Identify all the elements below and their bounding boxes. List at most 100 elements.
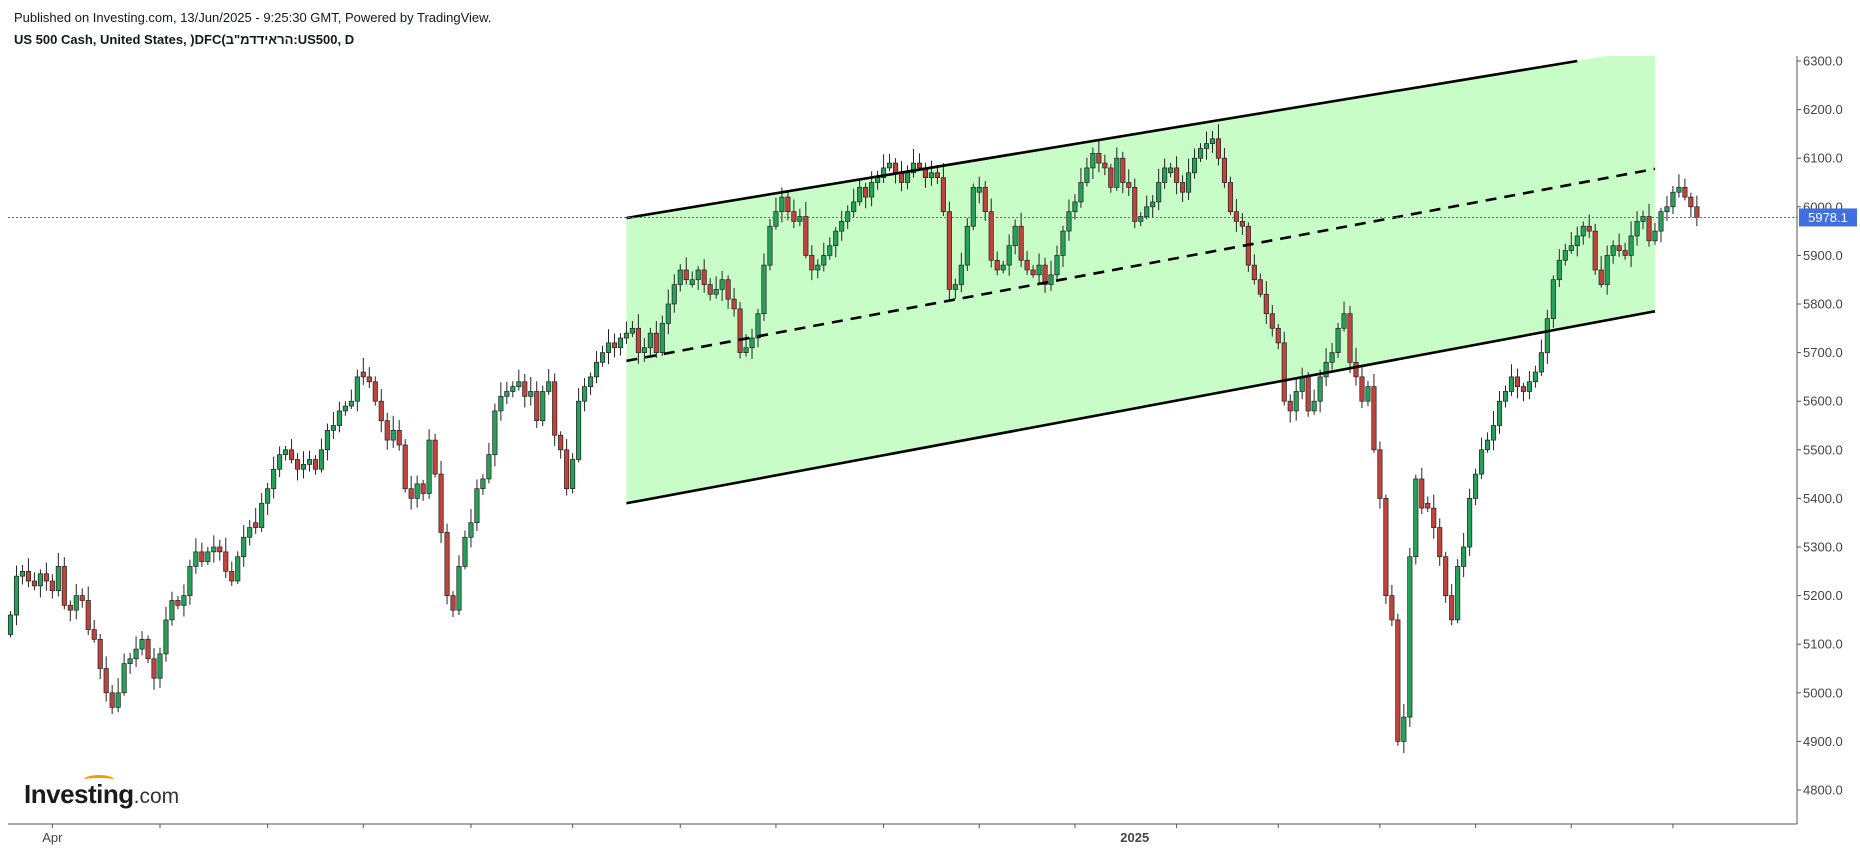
candle-body-down bbox=[199, 551, 205, 562]
candle-body-up bbox=[629, 327, 635, 334]
candle-body-down bbox=[1646, 216, 1652, 242]
candle bbox=[1180, 175, 1186, 202]
candle bbox=[300, 451, 307, 479]
candle bbox=[444, 523, 450, 605]
y-tick-label: 5700.0 bbox=[1803, 345, 1843, 360]
candle-body-down bbox=[289, 449, 295, 460]
candle-body-down bbox=[360, 371, 366, 378]
candle bbox=[1359, 366, 1365, 409]
candle-body-up bbox=[1502, 391, 1509, 402]
candle bbox=[1574, 226, 1580, 257]
candle-body-up bbox=[588, 376, 594, 387]
candle-body-up bbox=[1568, 245, 1574, 251]
candle-body-down bbox=[450, 595, 456, 611]
candle-body-up bbox=[354, 376, 360, 402]
candle bbox=[1269, 304, 1275, 337]
candle bbox=[1060, 225, 1066, 268]
candle bbox=[1263, 281, 1269, 324]
candle bbox=[1132, 178, 1138, 229]
candle bbox=[1562, 243, 1568, 266]
candle bbox=[1628, 221, 1634, 268]
candle bbox=[25, 558, 31, 588]
candle bbox=[1054, 245, 1060, 280]
y-tick-label: 5000.0 bbox=[1803, 685, 1843, 700]
candle-body-up bbox=[970, 187, 976, 227]
candle bbox=[629, 321, 635, 338]
candle-body-down bbox=[534, 391, 540, 421]
logo-smile-mark bbox=[84, 775, 114, 784]
candle-body-up bbox=[1676, 187, 1682, 193]
candle-body-up bbox=[1580, 225, 1586, 237]
candle-body-down bbox=[892, 162, 899, 174]
candle bbox=[163, 606, 169, 662]
candle-body-up bbox=[1538, 352, 1544, 373]
candle bbox=[1616, 233, 1622, 257]
candle-body-down bbox=[43, 573, 49, 582]
candle-body-up bbox=[689, 279, 695, 285]
candle-body-down bbox=[378, 400, 384, 421]
candle bbox=[665, 289, 671, 335]
candle bbox=[199, 542, 205, 567]
candle bbox=[641, 338, 647, 362]
candle bbox=[857, 178, 863, 206]
candle bbox=[187, 559, 193, 605]
candle-body-up bbox=[13, 575, 20, 616]
candle bbox=[1610, 240, 1616, 264]
y-tick-label: 5600.0 bbox=[1803, 394, 1843, 409]
candle-body-up bbox=[1634, 221, 1640, 237]
candle bbox=[1496, 390, 1503, 434]
candle bbox=[366, 367, 372, 389]
candle-body-up bbox=[486, 454, 492, 480]
candle bbox=[683, 257, 689, 285]
candle-body-up bbox=[7, 614, 14, 635]
candle-body-up bbox=[1652, 230, 1658, 242]
candle-body-up bbox=[833, 230, 839, 247]
candle bbox=[1467, 488, 1473, 556]
candle bbox=[671, 274, 677, 313]
candle-body-down bbox=[1395, 619, 1401, 742]
candle-body-up bbox=[127, 658, 133, 664]
candle-body-up bbox=[55, 566, 61, 592]
candle bbox=[1168, 163, 1174, 178]
candle bbox=[1389, 584, 1395, 627]
candle bbox=[1030, 265, 1036, 278]
candle-body-up bbox=[1329, 352, 1335, 363]
candle bbox=[205, 547, 211, 565]
candle-body-down bbox=[946, 211, 952, 290]
candle bbox=[1102, 154, 1108, 176]
candle bbox=[1096, 140, 1102, 173]
candle-body-up bbox=[1473, 473, 1479, 499]
candle bbox=[707, 278, 713, 301]
candle bbox=[827, 237, 833, 260]
candle bbox=[1048, 260, 1054, 291]
candle-body-up bbox=[1168, 167, 1174, 174]
candle bbox=[1437, 518, 1443, 566]
candle-body-up bbox=[1078, 182, 1084, 203]
candle-body-down bbox=[79, 595, 85, 601]
candle bbox=[1622, 242, 1628, 260]
candle-body-down bbox=[1389, 595, 1395, 621]
candle-body-up bbox=[546, 381, 552, 392]
candle bbox=[881, 154, 887, 183]
candle-body-down bbox=[1024, 259, 1030, 271]
candle bbox=[946, 201, 952, 302]
candle-body-up bbox=[1084, 167, 1090, 183]
candle-body-down bbox=[1120, 157, 1126, 183]
last-price-label: 5978.1 bbox=[1808, 210, 1848, 225]
candle bbox=[1676, 174, 1682, 198]
candle bbox=[336, 401, 342, 433]
candle-body-up bbox=[1293, 391, 1299, 412]
candle-body-up bbox=[1311, 400, 1317, 412]
candle bbox=[1066, 199, 1072, 241]
candle-body-up bbox=[695, 269, 701, 281]
logo-text: Investing bbox=[24, 779, 134, 809]
candle bbox=[797, 208, 803, 227]
candle-body-down bbox=[420, 483, 426, 494]
candle-body-down bbox=[1305, 376, 1311, 412]
candle bbox=[468, 509, 474, 548]
candle bbox=[1251, 254, 1257, 285]
candle bbox=[791, 199, 797, 229]
candle bbox=[1126, 169, 1132, 197]
candle bbox=[940, 163, 946, 217]
